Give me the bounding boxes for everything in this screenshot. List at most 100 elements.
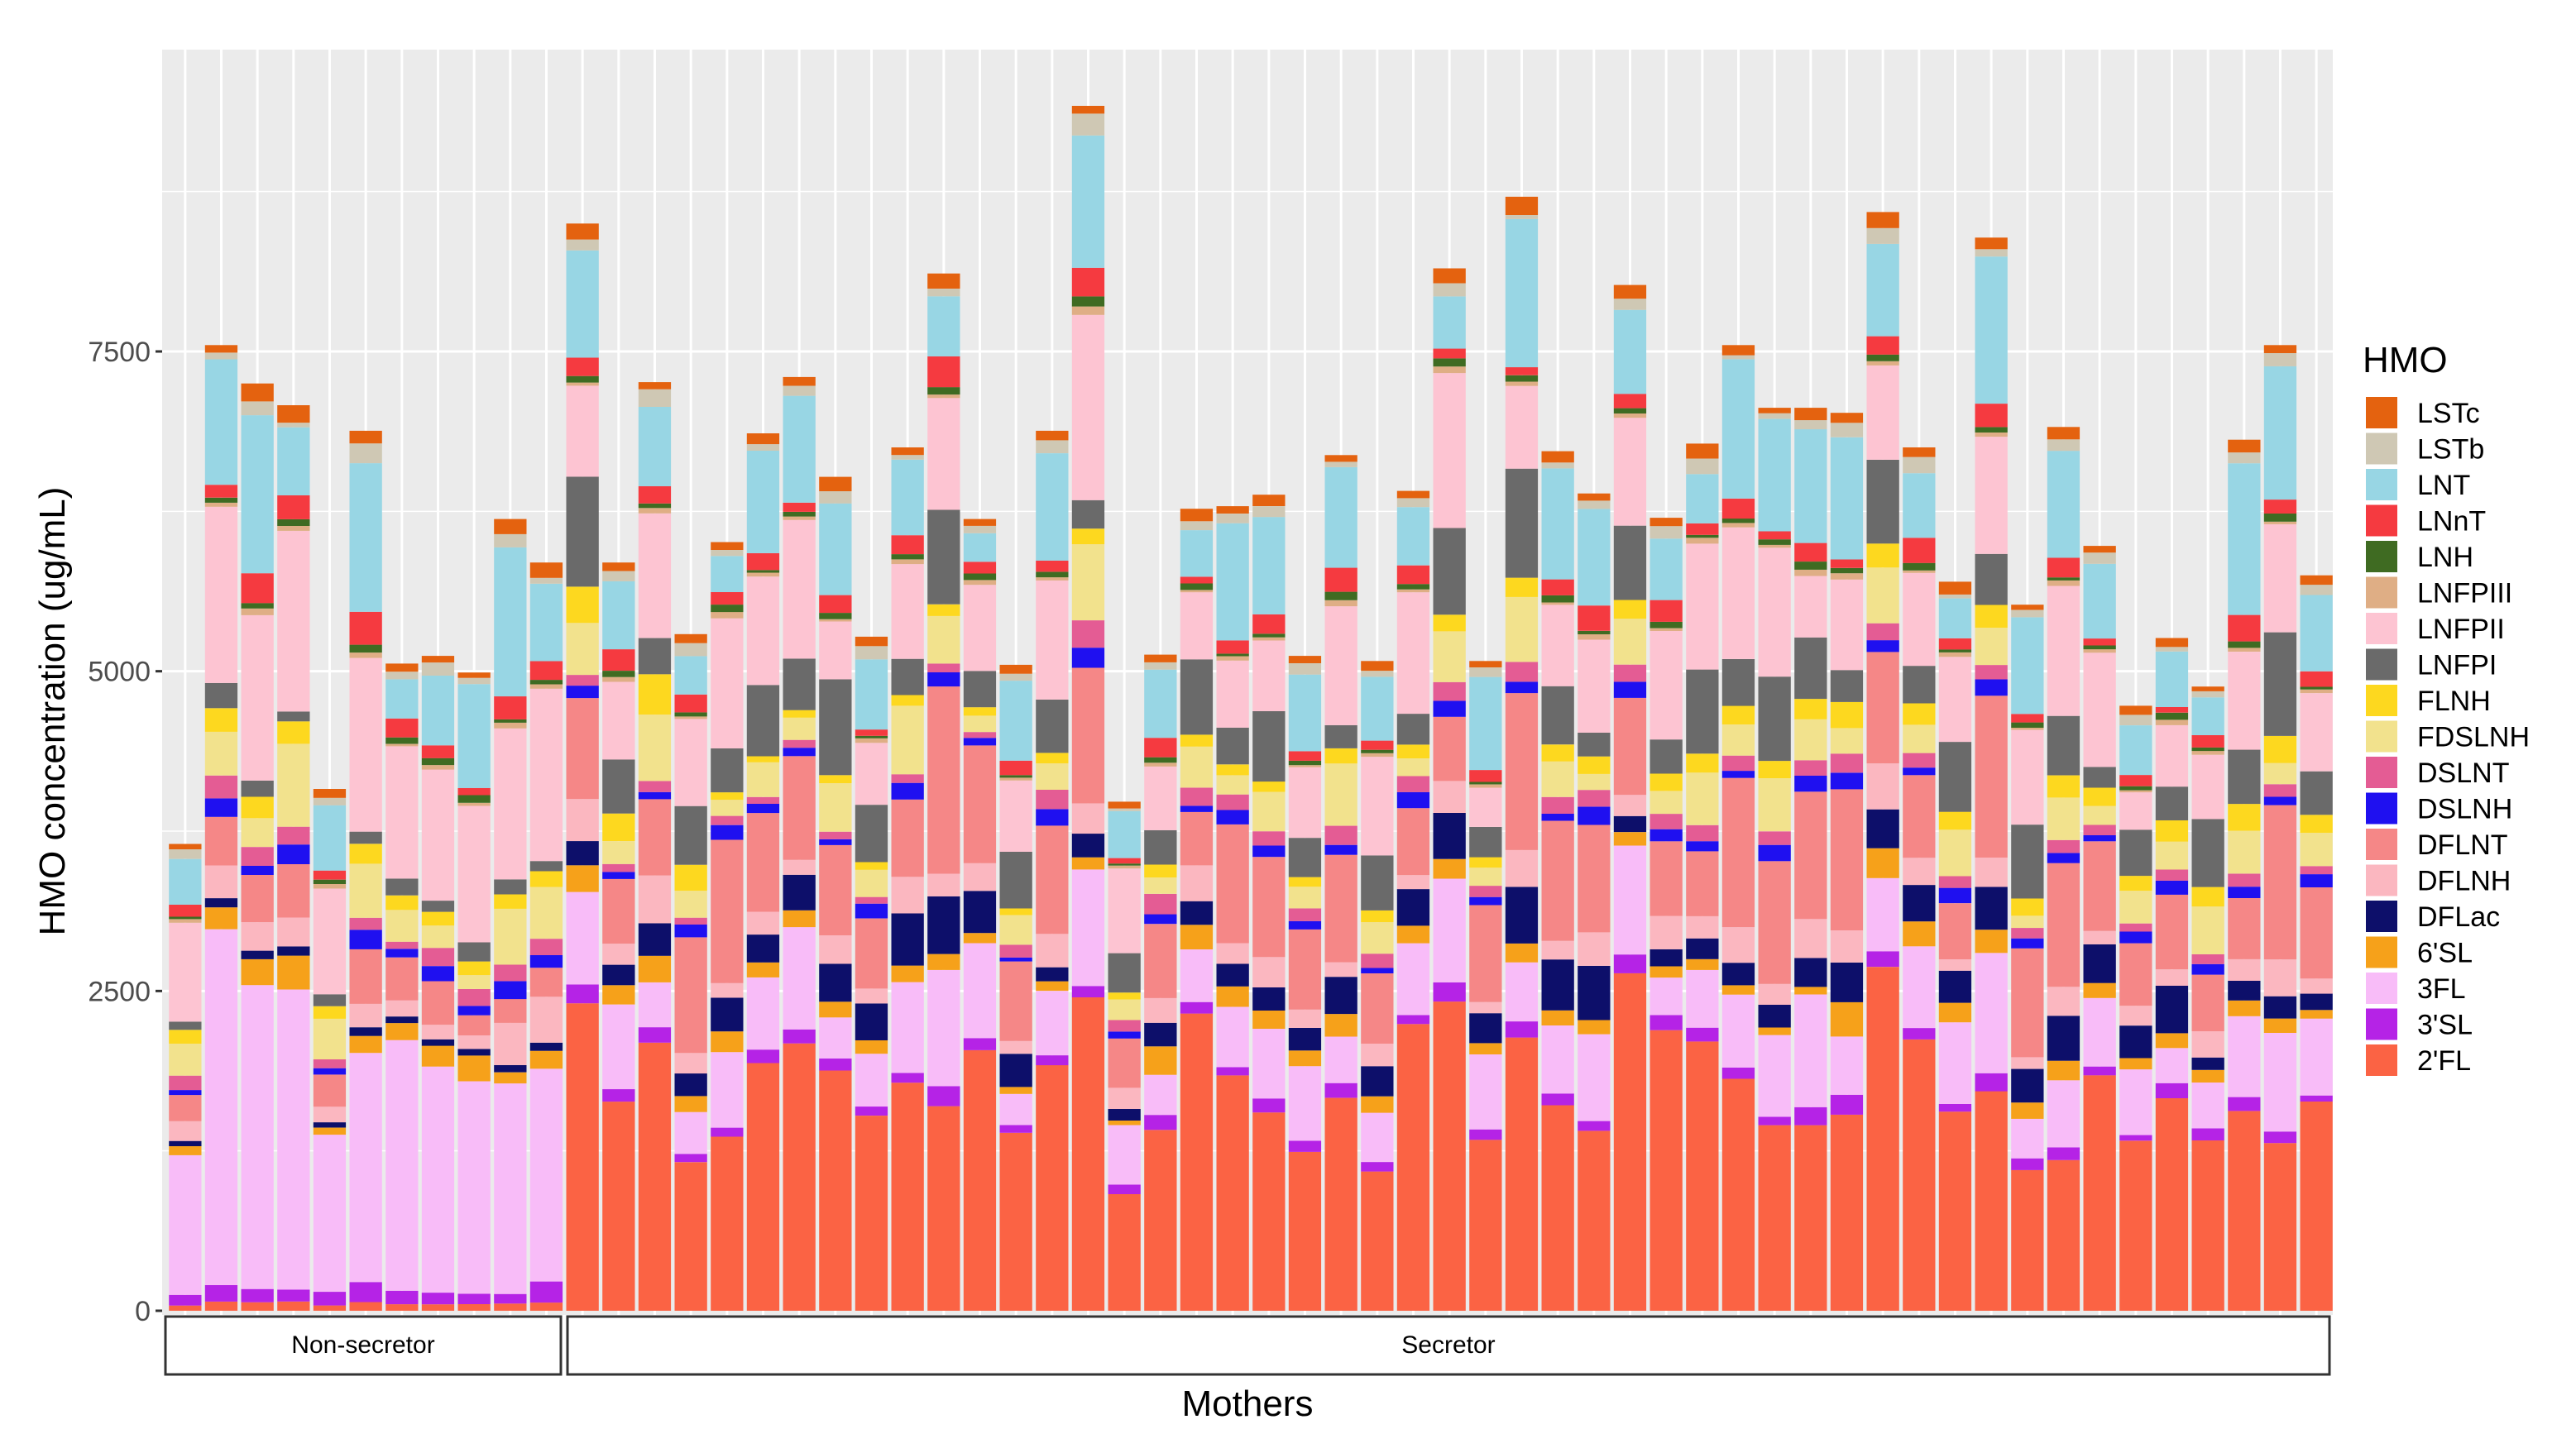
bar-segment	[2155, 712, 2189, 720]
bar-segment	[674, 1111, 707, 1154]
bar-segment	[204, 485, 238, 498]
bar-segment	[855, 918, 888, 989]
bar-segment	[819, 963, 852, 1002]
bar-segment	[1252, 637, 1286, 641]
bar-segment	[1396, 565, 1430, 585]
bar-segment	[349, 644, 382, 653]
bar-segment	[1505, 962, 1539, 1022]
legend-label: DFLNT	[2417, 829, 2508, 861]
bar-segment	[1144, 1022, 1177, 1047]
bar-segment	[2155, 719, 2189, 725]
bar-segment	[2191, 1031, 2224, 1058]
bar-segment	[855, 1106, 888, 1116]
bar-segment	[566, 375, 599, 383]
bar-segment	[277, 405, 310, 423]
bar-segment	[1578, 1121, 1611, 1131]
bar-segment	[1650, 773, 1683, 791]
bar-segment	[1505, 887, 1539, 944]
bar-segment	[385, 878, 419, 896]
bar-segment	[963, 715, 997, 733]
bar-segment	[241, 1302, 274, 1311]
bar-segment	[819, 844, 852, 935]
bar-segment	[204, 708, 238, 732]
bar-segment	[1505, 943, 1539, 963]
bar-segment	[1180, 590, 1214, 593]
bar-segment	[1433, 716, 1466, 781]
bar-segment	[2263, 499, 2297, 514]
bar-segment	[674, 719, 707, 806]
bar-segment	[241, 985, 274, 1289]
bar-segment	[783, 511, 816, 517]
bar-segment	[1866, 361, 1899, 366]
bar-segment	[1686, 523, 1719, 535]
bar-segment	[746, 804, 780, 814]
bar-segment	[1794, 958, 1827, 987]
bar-segment	[204, 682, 238, 709]
bar-segment	[1071, 997, 1105, 1311]
bar-segment	[891, 1083, 924, 1311]
bar-segment	[1541, 686, 1574, 745]
bar-segment	[1288, 1009, 1322, 1028]
bar-segment	[457, 961, 491, 976]
bar-segment	[457, 672, 491, 678]
bar-segment	[711, 824, 744, 840]
bar-segment	[204, 1301, 238, 1311]
group-strip: Non-secretor Secretor	[164, 1315, 2331, 1376]
bar-segment	[1324, 606, 1357, 725]
bar-segment	[277, 1289, 310, 1302]
bar-segment	[891, 782, 924, 800]
bar-segment	[2155, 1097, 2189, 1311]
bar-segment	[1108, 1125, 1141, 1185]
bar-segment	[1433, 373, 1466, 528]
bar-segment	[1830, 573, 1864, 580]
bar-segment	[1721, 755, 1755, 772]
bar-segment	[277, 711, 310, 722]
bar-segment	[1578, 639, 1611, 733]
bar-segment	[2083, 997, 2116, 1067]
bar-segment	[2119, 1069, 2152, 1135]
bar-segment	[1686, 969, 1719, 1028]
bar-segment	[277, 743, 310, 827]
bar-segment	[1216, 660, 1249, 728]
bar-segment	[674, 924, 707, 938]
bar-segment	[457, 684, 491, 788]
bar-segment	[783, 910, 816, 928]
bar-segment	[1433, 296, 1466, 349]
bar-segment	[602, 1089, 635, 1102]
bar-segment	[1613, 299, 1647, 310]
bar-segment	[2155, 786, 2189, 820]
bar-segment	[1541, 1093, 1574, 1106]
bar-segment	[1396, 584, 1430, 590]
bar-segment	[566, 385, 599, 477]
bar-segment	[1361, 910, 1394, 923]
bar-segment	[1144, 738, 1177, 758]
bar-segment	[2300, 874, 2333, 887]
bar-segment	[1071, 857, 1105, 870]
bar-segment	[529, 1302, 563, 1311]
bar-segment	[2011, 1068, 2044, 1103]
bar-segment	[2191, 819, 2224, 887]
bar-segment	[349, 930, 382, 949]
bar-segment	[1650, 977, 1683, 1016]
bar-segment	[566, 250, 599, 358]
bar-segment	[927, 686, 960, 874]
bar-segment	[1361, 1066, 1394, 1097]
bar-segment	[927, 873, 960, 896]
legend-label: DFLNH	[2417, 866, 2511, 897]
bar-segment	[1396, 744, 1430, 758]
bar-segment	[1541, 796, 1574, 814]
bar-segment	[1938, 970, 1972, 1003]
bar-segment	[746, 796, 780, 804]
bar-segment	[1505, 681, 1539, 694]
bar-segment	[1252, 517, 1286, 614]
bar-segment	[1144, 829, 1177, 865]
bar-segment	[1324, 763, 1357, 826]
bar-segment	[1108, 863, 1141, 866]
bar-segment	[1686, 543, 1719, 670]
bar-segment	[1396, 1024, 1430, 1311]
bar-segment	[674, 805, 707, 865]
bar-segment	[1866, 623, 1899, 641]
bar-segment	[385, 957, 419, 1001]
bar-segment	[2119, 705, 2152, 715]
